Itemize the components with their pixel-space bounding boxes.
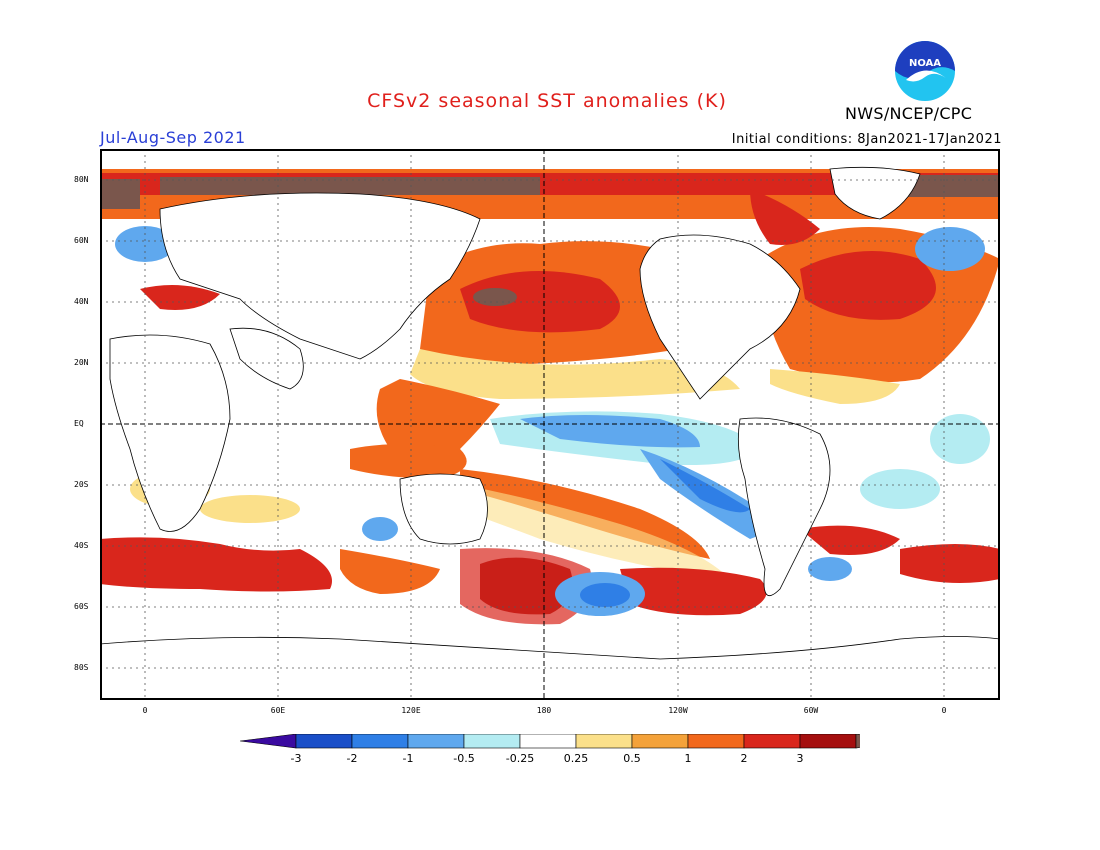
forecast-period: Jul-Aug-Sep 2021 (100, 128, 246, 147)
lon-label-0-right: 0 (941, 706, 947, 715)
colorbar-label-05: 0.5 (623, 752, 641, 765)
colorbar-label-m025: -0.25 (505, 752, 535, 765)
lat-label-60n: 60N (74, 236, 89, 245)
lon-label-120e: 120E (401, 706, 421, 715)
colorbar-segment-high (855, 734, 860, 749)
colorbar-segment (407, 734, 465, 749)
lat-label-20n: 20N (74, 358, 89, 367)
noaa-logo: NOAA (895, 41, 955, 101)
colorbar-label-025: 0.25 (563, 752, 589, 765)
colorbar-label-3: 3 (796, 752, 804, 765)
lat-label-20s: 20S (74, 480, 89, 489)
organization-label: NWS/NCEP/CPC (845, 104, 973, 123)
lon-label-60e: 60E (270, 706, 286, 715)
lat-label-80n: 80N (74, 175, 89, 184)
colorbar-segment (295, 734, 353, 749)
colorbar-segment (631, 734, 689, 749)
colorbar-label-2: 2 (740, 752, 748, 765)
lon-label-120w: 120W (668, 706, 688, 715)
initial-conditions: Initial conditions: 8Jan2021-17Jan2021 (731, 132, 1002, 147)
map-title: CFSv2 seasonal SST anomalies (K) (367, 90, 727, 112)
colorbar-segment (463, 734, 521, 749)
colorbar-segment (519, 734, 577, 749)
colorbar-segment (575, 734, 633, 749)
colorbar-label-1: 1 (684, 752, 692, 765)
colorbar-segment (743, 734, 801, 749)
colorbar-label-m3: -3 (290, 752, 302, 765)
lat-label-40n: 40N (74, 297, 89, 306)
lat-label-60s: 60S (74, 602, 89, 611)
lat-label-40s: 40S (74, 541, 89, 550)
colorbar-segment (351, 734, 409, 749)
lon-label-0: 0 (142, 706, 148, 715)
svg-text:NOAA: NOAA (909, 58, 941, 69)
colorbar-label-m05: -0.5 (453, 752, 475, 765)
colorbar-segment (799, 734, 857, 749)
colorbar-segment (687, 734, 745, 749)
lon-label-180: 180 (536, 706, 552, 715)
colorbar-label-m1: -1 (402, 752, 414, 765)
colorbar-segment-low (240, 734, 297, 749)
lat-label-80s: 80S (74, 663, 89, 672)
sst-anomaly-map (100, 149, 1000, 700)
colorbar (240, 734, 860, 749)
lon-label-60w: 60W (803, 706, 819, 715)
lat-label-eq: EQ (74, 419, 84, 428)
colorbar-label-m2: -2 (346, 752, 358, 765)
